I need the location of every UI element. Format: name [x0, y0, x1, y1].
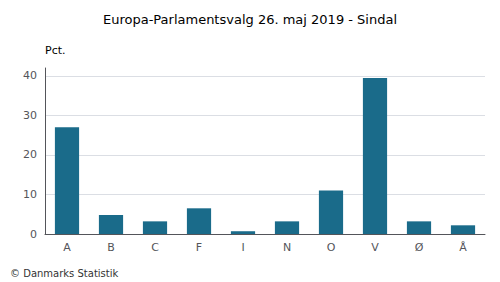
- svg-text:Europa-Parlamentsvalg 26. maj: Europa-Parlamentsvalg 26. maj 2019 - Sin…: [103, 12, 397, 27]
- svg-text:© Danmarks Statistik: © Danmarks Statistik: [10, 268, 119, 279]
- svg-text:10: 10: [23, 188, 37, 201]
- svg-text:I: I: [241, 241, 244, 254]
- svg-text:C: C: [151, 241, 159, 254]
- svg-text:40: 40: [23, 69, 37, 82]
- svg-text:B: B: [107, 241, 115, 254]
- svg-text:30: 30: [23, 109, 37, 122]
- svg-text:Ø: Ø: [415, 241, 424, 254]
- svg-text:A: A: [63, 241, 71, 254]
- svg-text:Å: Å: [459, 241, 467, 254]
- svg-text:20: 20: [23, 148, 37, 161]
- svg-text:V: V: [371, 241, 379, 254]
- svg-text:F: F: [196, 241, 202, 254]
- svg-text:0: 0: [30, 228, 37, 241]
- svg-text:N: N: [283, 241, 291, 254]
- svg-text:Pct.: Pct.: [45, 44, 66, 57]
- svg-text:O: O: [327, 241, 336, 254]
